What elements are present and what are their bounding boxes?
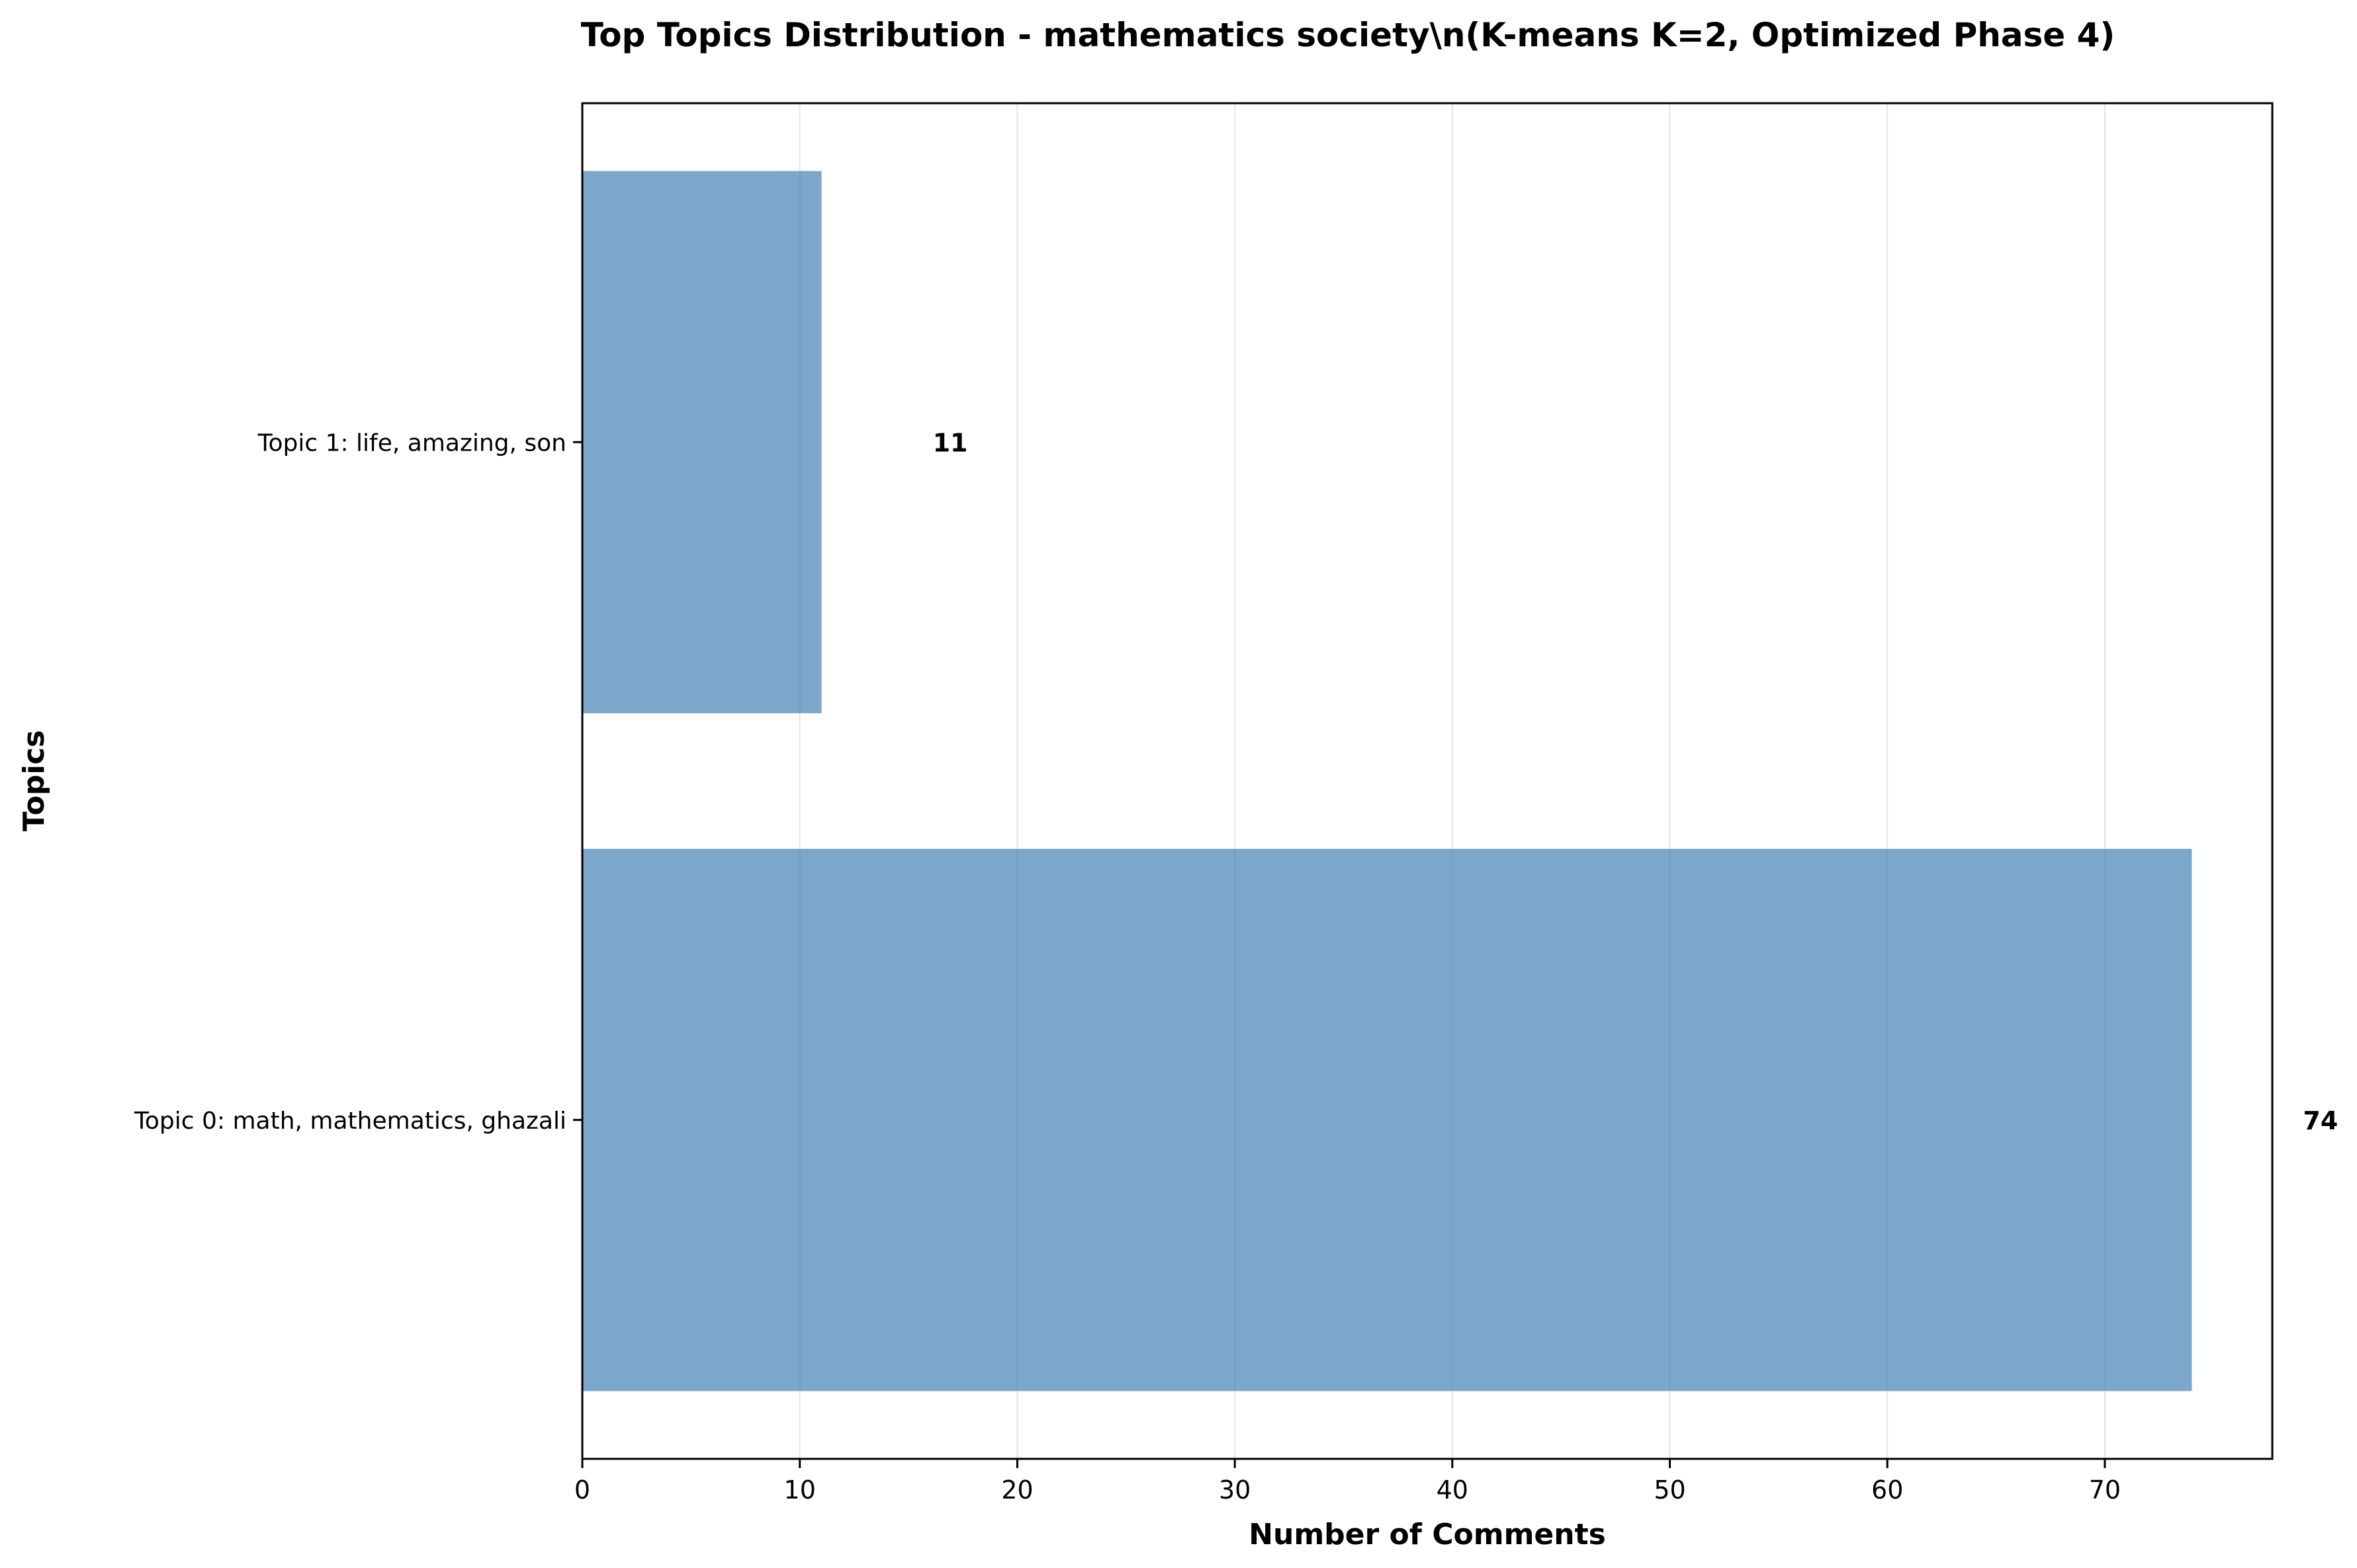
x-tick-label: 50: [1654, 1475, 1685, 1504]
bar: [582, 848, 2192, 1391]
x-axis-ticks: 0 10 20 30 40 50 60 70: [574, 1459, 2121, 1504]
data-labels: 74 11: [933, 428, 2338, 1135]
x-tick-label: 40: [1437, 1475, 1468, 1504]
plot-area-frame: [581, 102, 2274, 1460]
x-tick-label: 0: [574, 1475, 590, 1504]
bars: [582, 171, 2192, 1391]
chart-title: Top Topics Distribution - mathematics so…: [581, 16, 2115, 54]
data-label: 74: [2303, 1106, 2338, 1135]
y-tick-label: Topic 0: math, mathematics, ghazali: [134, 1108, 566, 1135]
x-tick-label: 60: [1871, 1475, 1903, 1504]
bar: [582, 171, 822, 714]
x-tick-label: 30: [1219, 1475, 1251, 1504]
y-tick-label: Topic 1: life, amazing, son: [257, 429, 566, 457]
x-axis-label: Number of Comments: [1249, 1518, 1606, 1551]
y-axis-label: Topics: [17, 730, 51, 831]
y-axis-ticks: Topic 0: math, mathematics, ghazali Topic…: [134, 429, 582, 1135]
data-label: 11: [933, 428, 968, 457]
x-tick-label: 10: [784, 1475, 816, 1504]
x-tick-label: 20: [1001, 1475, 1033, 1504]
x-tick-label: 70: [2089, 1475, 2121, 1504]
